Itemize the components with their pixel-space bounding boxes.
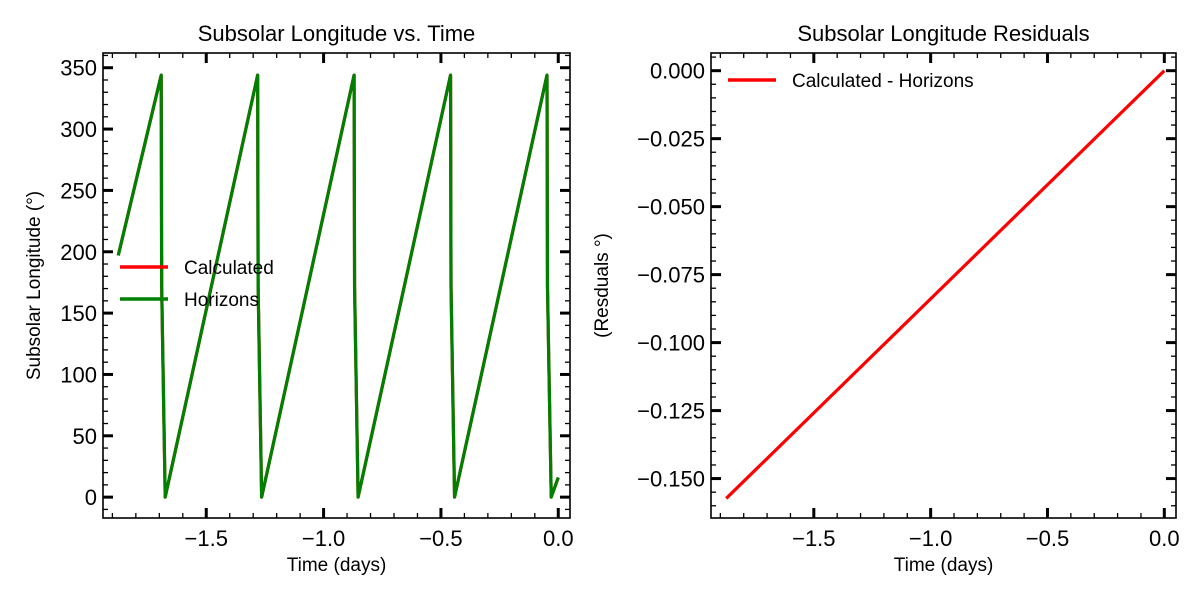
tick-marks [711, 53, 1176, 518]
y-axis-label: Subsolar Longitude (°) [24, 191, 45, 380]
chart-title: Subsolar Longitude vs. Time [198, 21, 476, 46]
x-axis-label: Time (days) [894, 555, 994, 576]
series-line-horizons [116, 73, 560, 499]
y-tick-label: 250 [60, 178, 97, 203]
legend-label: Calculated - Horizons [792, 71, 974, 92]
y-tick-label: 50 [73, 424, 97, 449]
y-tick-label: −0.150 [637, 467, 705, 492]
series-group [725, 69, 1166, 500]
axes-frame [710, 52, 1177, 519]
x-tick-label: −1.0 [302, 526, 345, 551]
y-tick-label: −0.075 [637, 263, 705, 288]
x-axis-label: Time (days) [287, 555, 387, 576]
y-tick-label: 300 [60, 117, 97, 142]
series-line-calculated-horizons [725, 69, 1166, 500]
x-tick-label: −1.0 [909, 526, 952, 551]
chart-title: Subsolar Longitude Residuals [797, 21, 1089, 46]
legend-label: Horizons [184, 290, 259, 311]
y-tick-label: 0 [85, 485, 97, 510]
legend: Calculated - Horizons [728, 71, 974, 92]
legend-label: Calculated [184, 258, 274, 279]
legend: Calculated Horizons [120, 258, 274, 311]
y-tick-label: 200 [60, 240, 97, 265]
y-tick-label: 0.000 [650, 59, 705, 84]
tick-marks [103, 53, 570, 518]
chart-panel-residuals: −1.5 −1.0 −0.5 0.0 0.000 −0.025 −0.050 −0.075 −0… [592, 21, 1180, 576]
x-tick-label: 0.0 [1149, 526, 1180, 551]
y-tick-label: 150 [60, 301, 97, 326]
series-line-calculated [116, 73, 560, 499]
x-tick-label: 0.0 [543, 526, 574, 551]
y-tick-label: 100 [60, 362, 97, 387]
y-tick-label: −0.100 [637, 331, 705, 356]
axes-frame [102, 52, 571, 519]
x-tick-label: −0.5 [1026, 526, 1069, 551]
chart-panel-subsolar-longitude: −1.5 −1.0 −0.5 0.0 0 50 100 150 200 250 300 350 Subs… [24, 21, 574, 576]
x-tick-label: −1.5 [792, 526, 835, 551]
y-tick-label: −0.025 [637, 127, 705, 152]
y-tick-label: −0.125 [637, 399, 705, 424]
x-tick-label: −0.5 [419, 526, 462, 551]
y-axis-label: (Resduals °) [592, 233, 613, 338]
y-tick-label: 350 [60, 56, 97, 81]
y-tick-label: −0.050 [637, 195, 705, 220]
x-tick-label: −1.5 [185, 526, 228, 551]
series-group [116, 73, 560, 499]
